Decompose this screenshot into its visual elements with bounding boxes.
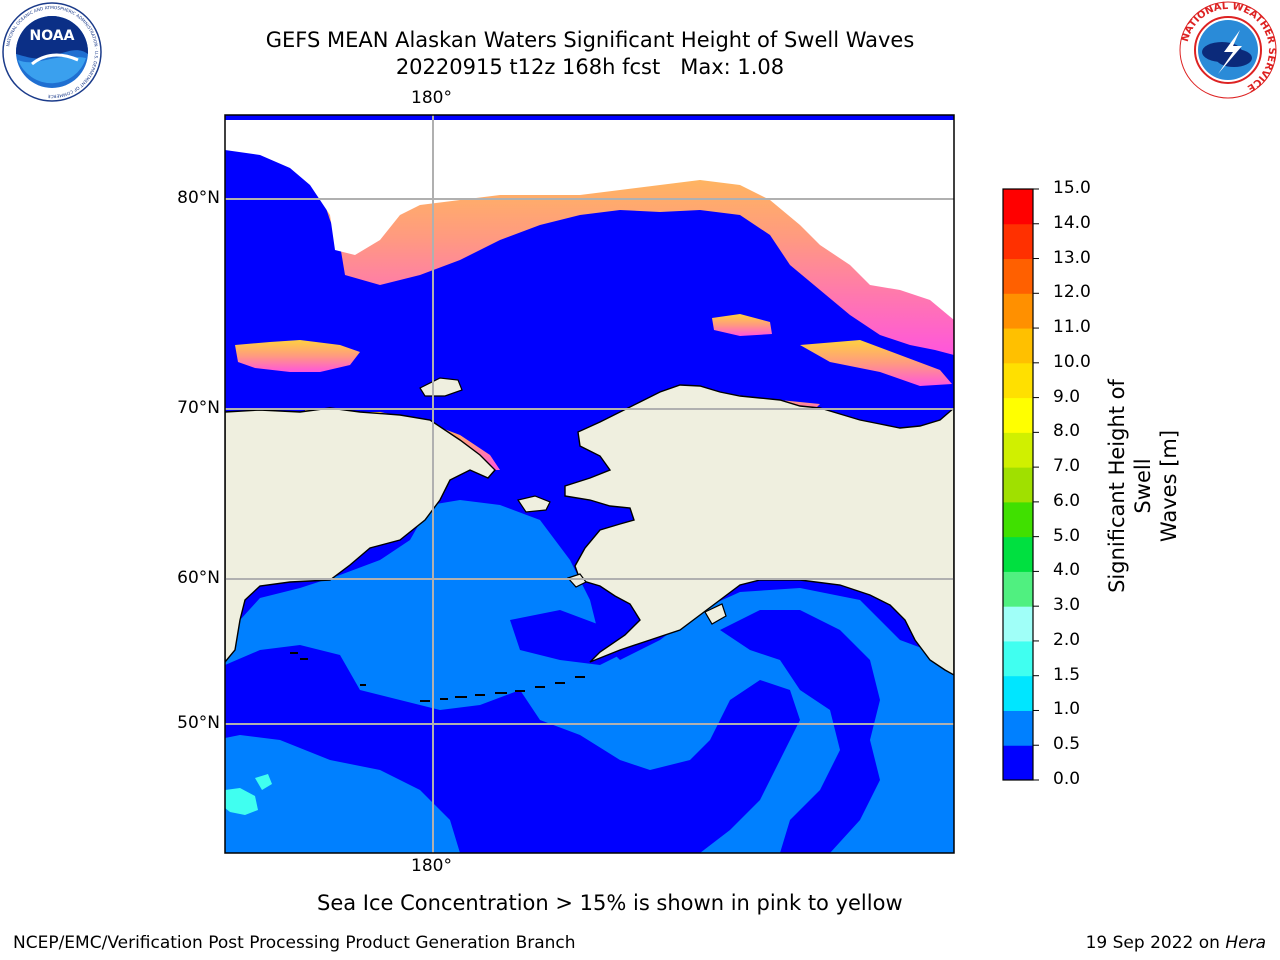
nws-logo-icon: NATIONAL WEATHER SERVICE	[1179, 1, 1277, 99]
land-kodiak	[704, 603, 727, 625]
colorbar-tick-label: 8.0	[1053, 421, 1081, 442]
colorbar-block	[1003, 362, 1033, 399]
lat-label: 50°N	[177, 713, 220, 733]
colorbar-title: Significant Height of Swell Waves [m]	[1104, 356, 1181, 616]
colorbar-block	[1003, 710, 1033, 746]
lat-label: 60°N	[177, 568, 220, 588]
sea-ice-core	[225, 120, 954, 320]
colorbar-block	[1003, 397, 1033, 433]
colorbar-title-line2: Waves [m]	[1157, 429, 1181, 543]
colorbar-tick-label: 7.0	[1053, 456, 1081, 477]
colorbar-tick-label: 12.0	[1053, 282, 1091, 303]
footer-credit: NCEP/EMC/Verification Post Processing Pr…	[13, 933, 576, 953]
lon-label-top: 180°	[411, 88, 452, 108]
colorbar-block	[1003, 606, 1033, 642]
colorbar	[1003, 189, 1033, 781]
footer-date: 19 Sep 2022 on Hera	[1086, 933, 1266, 953]
land-wrangel-island	[419, 377, 463, 397]
colorbar-tick-label: 15.0	[1053, 178, 1091, 198]
lat-label: 70°N	[177, 398, 220, 418]
colorbar-frame	[1002, 188, 1034, 781]
footer-machine: Hera	[1225, 933, 1266, 953]
colorbar-tick-label: 9.0	[1053, 386, 1081, 407]
colorbar-tick-label: 13.0	[1053, 247, 1091, 268]
noaa-logo-text: NOAA	[30, 28, 75, 44]
colorbar-block	[1003, 432, 1033, 468]
swell-patch-deep	[720, 610, 880, 853]
colorbar-tick-label: 1.0	[1053, 699, 1081, 720]
chart-subtitle: 20220915 t12z 168h fcst Max: 1.08	[395, 55, 785, 79]
swell-1.5-region	[255, 774, 272, 790]
colorbar-tick-label: 2.0	[1053, 629, 1081, 650]
colorbar-block	[1003, 501, 1033, 538]
colorbar-title-line1: Significant Height of Swell	[1105, 379, 1155, 593]
colorbar-block	[1003, 223, 1033, 260]
colorbar-block	[1003, 640, 1033, 677]
land-chukotka	[225, 407, 496, 664]
colorbar-block	[1003, 745, 1033, 781]
colorbar-tick-label: 5.0	[1053, 525, 1081, 546]
footer-date-text: 19 Sep 2022 on	[1085, 933, 1226, 953]
colorbar-tick-label: 10.0	[1053, 351, 1091, 372]
swell-patch-deep	[225, 645, 800, 853]
lat-label: 80°N	[177, 188, 220, 208]
land-nunivak	[566, 573, 587, 588]
noaa-logo-icon: NOAA NATIONAL OCEANIC AND ATMOSPHERIC AD…	[2, 2, 102, 102]
graticule	[225, 115, 954, 853]
colorbar-tick-label: 11.0	[1053, 317, 1091, 338]
noaa-logo: NOAA NATIONAL OCEANIC AND ATMOSPHERIC AD…	[2, 2, 102, 102]
chart-title: GEFS MEAN Alaskan Waters Significant Hei…	[265, 28, 915, 52]
swell-1.5-region	[225, 788, 258, 815]
colorbar-tick-label: 0.5	[1053, 734, 1081, 755]
colorbar-block	[1003, 571, 1033, 607]
colorbar-block	[1003, 328, 1033, 364]
colorbar-block	[1003, 675, 1033, 711]
colorbar-tick-label: 1.5	[1053, 664, 1081, 685]
colorbar-tick-label: 14.0	[1053, 212, 1091, 233]
colorbar-block	[1003, 189, 1033, 225]
sea-ice-patch	[800, 340, 952, 386]
aleutian-islands	[290, 652, 585, 702]
colorbar-block	[1003, 467, 1033, 503]
sea-ice-patch	[712, 314, 772, 336]
map-frame	[224, 114, 955, 854]
colorbar-tick-label: 3.0	[1053, 595, 1081, 616]
colorbar-tick-label: 6.0	[1053, 490, 1081, 511]
sea-ice-note: Sea Ice Concentration > 15% is shown in …	[317, 891, 903, 915]
colorbar-tick-label: 4.0	[1053, 560, 1081, 581]
colorbar-block	[1003, 293, 1033, 329]
lon-label-bottom: 180°	[411, 856, 452, 876]
land-st-lawrence-island	[517, 495, 551, 513]
colorbar-block	[1003, 536, 1033, 572]
colorbar-tick-label: 0.0	[1053, 769, 1081, 789]
sea-ice-patch	[235, 340, 360, 372]
nws-logo: NATIONAL WEATHER SERVICE	[1178, 0, 1278, 100]
colorbar-block	[1003, 258, 1033, 294]
